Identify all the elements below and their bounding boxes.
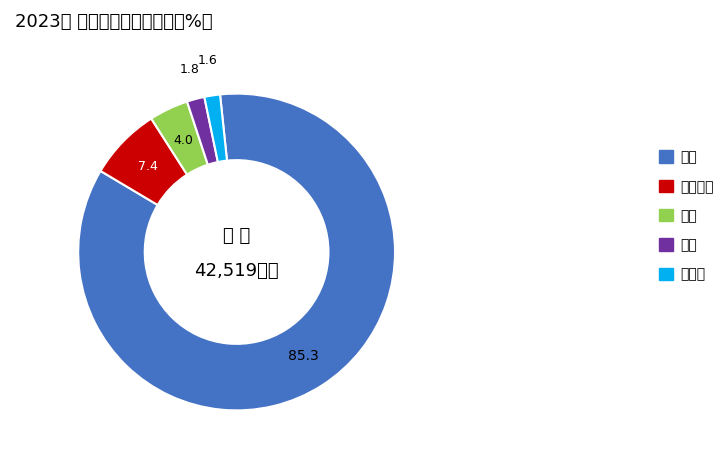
- Text: 85.3: 85.3: [288, 349, 319, 363]
- Text: 2023年 輸出相手国のシェア（%）: 2023年 輸出相手国のシェア（%）: [15, 14, 212, 32]
- Text: 42,519万円: 42,519万円: [194, 262, 279, 280]
- Wedge shape: [205, 94, 227, 162]
- Text: 7.4: 7.4: [138, 160, 158, 172]
- Wedge shape: [151, 102, 208, 175]
- Wedge shape: [78, 94, 395, 410]
- Text: 4.0: 4.0: [173, 134, 194, 147]
- Legend: タイ, イタリア, 中国, 韓国, その他: タイ, イタリア, 中国, 韓国, その他: [660, 150, 713, 282]
- Wedge shape: [100, 119, 187, 205]
- Wedge shape: [187, 97, 218, 165]
- Text: 総 額: 総 額: [223, 227, 250, 245]
- Text: 1.8: 1.8: [180, 63, 199, 76]
- Text: 1.6: 1.6: [198, 54, 218, 68]
